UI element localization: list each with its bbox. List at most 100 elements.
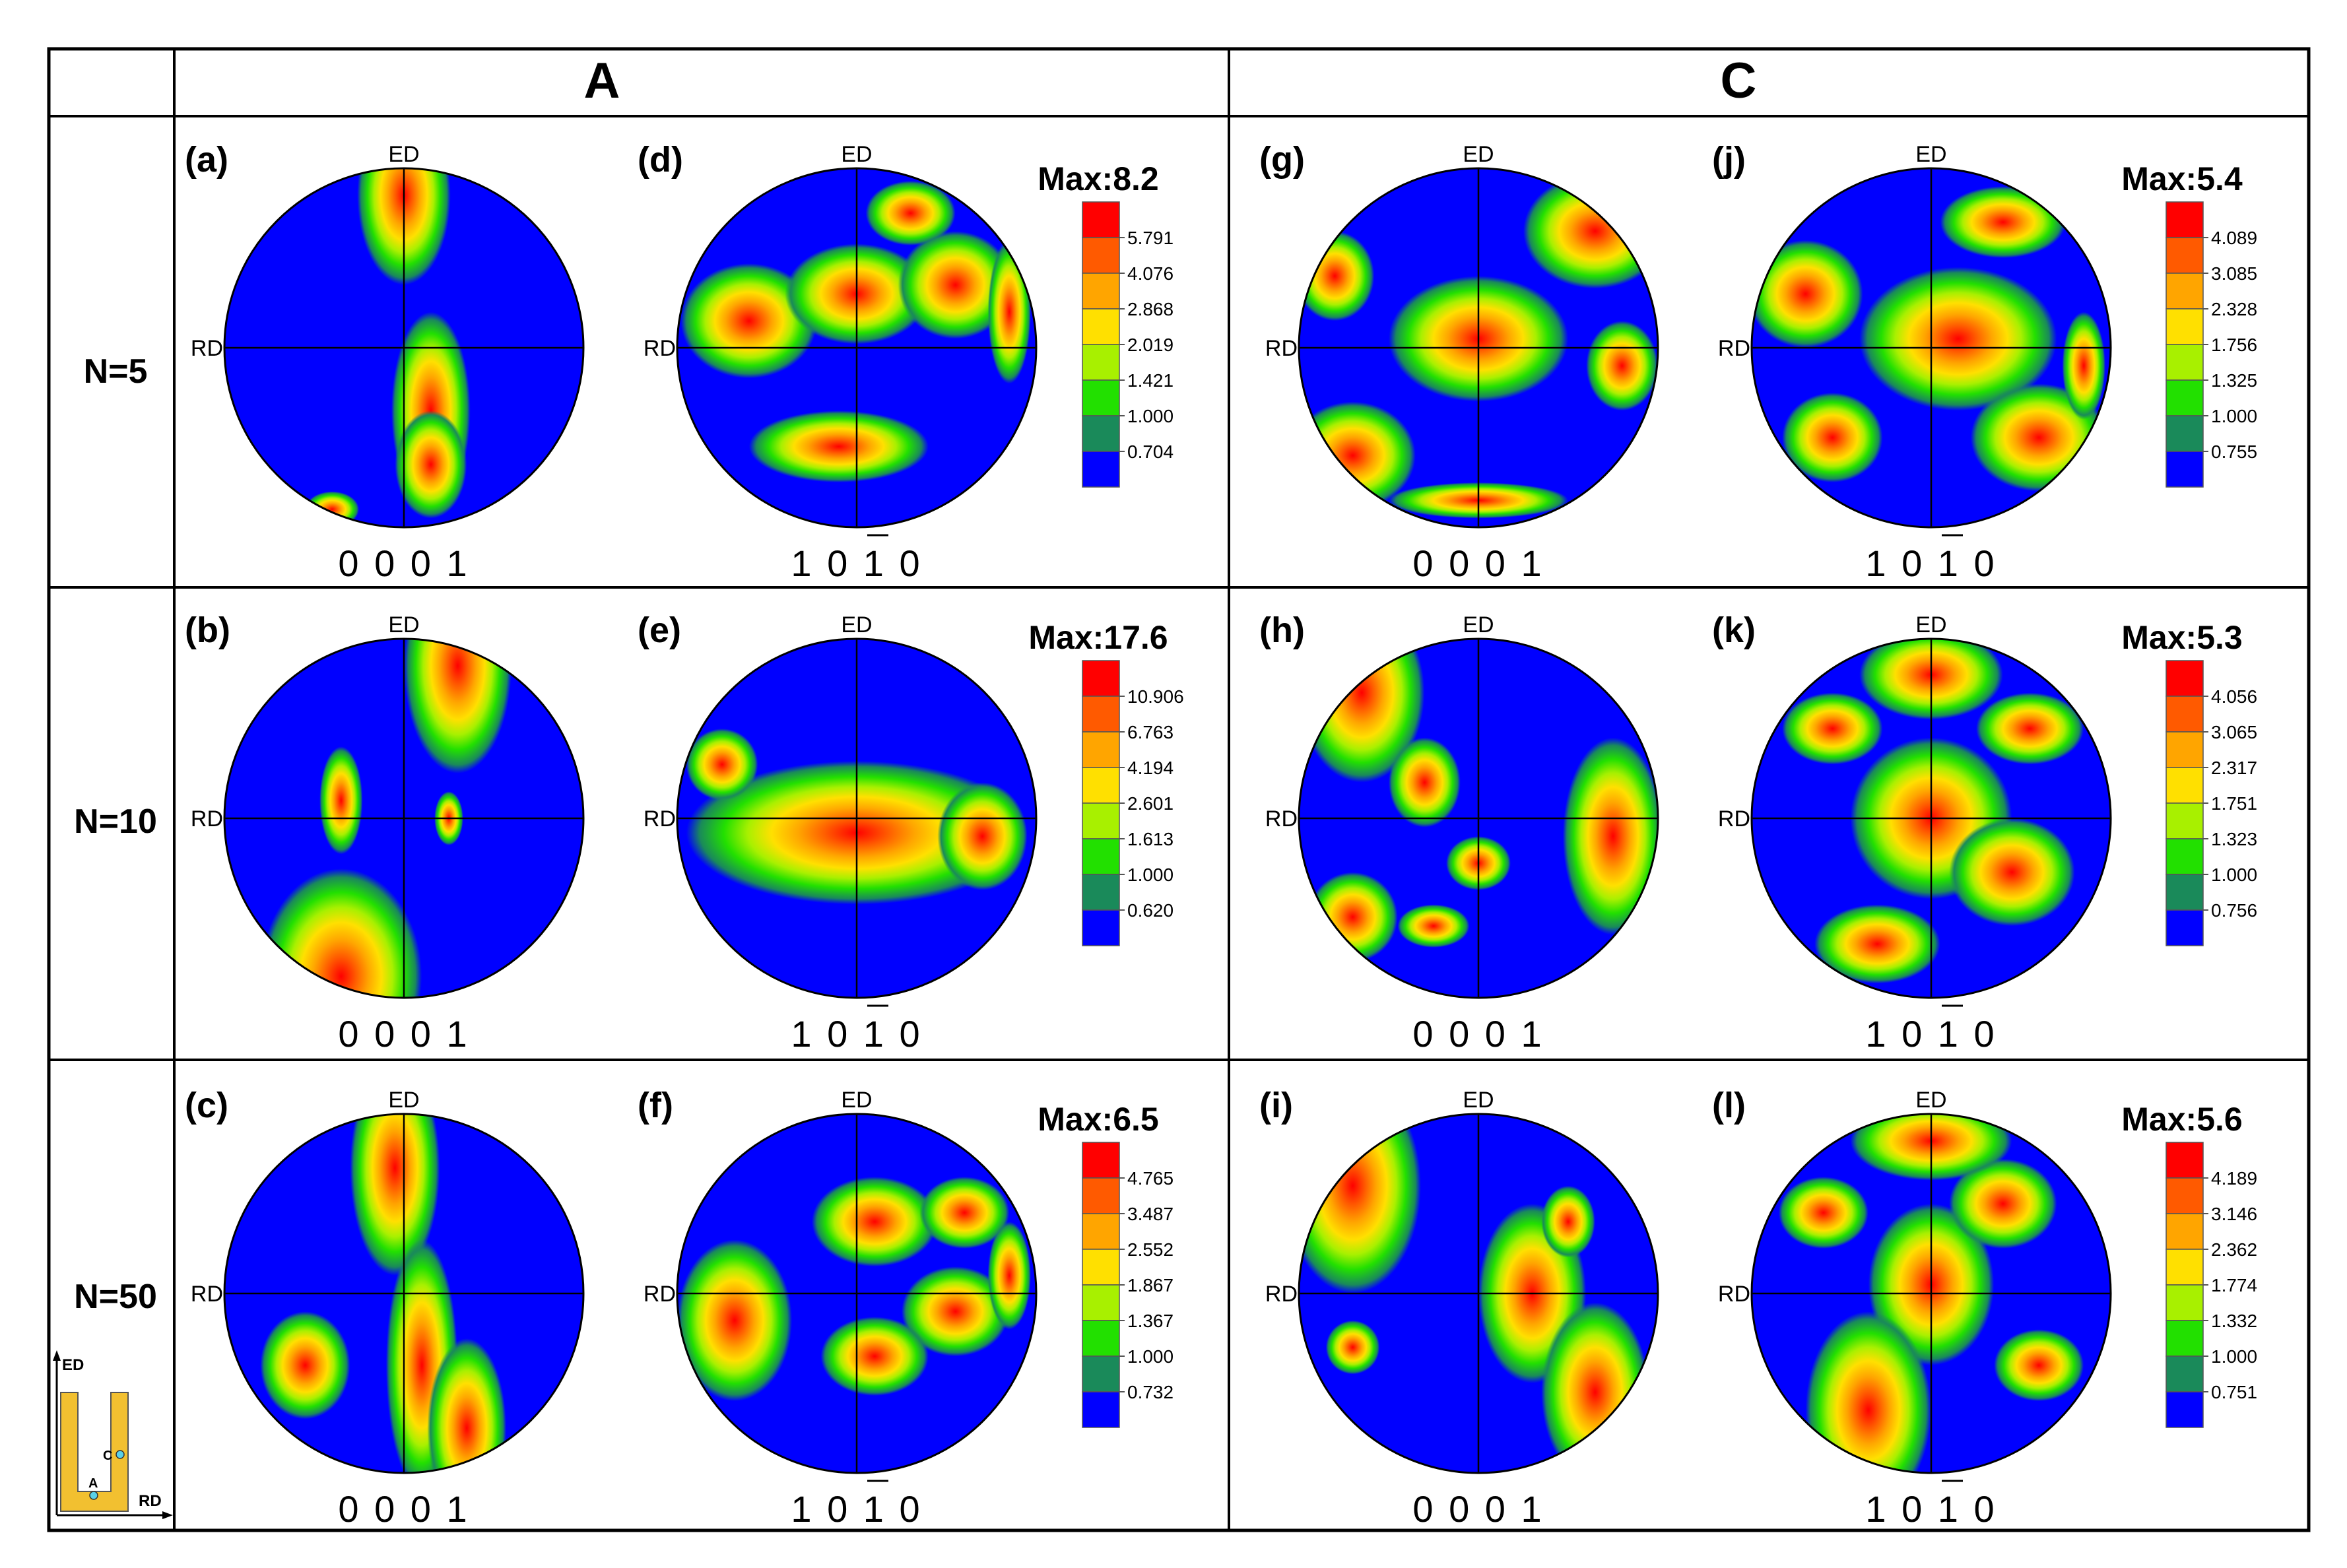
legend-max: Max:5.3	[2121, 619, 2242, 656]
intensity-blob	[812, 1177, 938, 1267]
panel-tag-g: (g)	[1259, 140, 1305, 180]
ed-label: ED	[388, 1088, 419, 1113]
legend-swatch	[2165, 379, 2204, 416]
legend-level: 3.146	[2211, 1204, 2257, 1224]
legend-swatch	[1082, 451, 1120, 488]
legend-level: 0.704	[1127, 441, 1174, 462]
legend-swatch	[1082, 909, 1120, 946]
rd-label: RD	[191, 806, 223, 832]
row-label-n50: N=50	[74, 1278, 157, 1316]
legend-level: 1.751	[2211, 793, 2257, 814]
intensity-legend: Max:17.6 10.906 6.763 4.194 2.601 1.613 1.000 0…	[1028, 619, 1184, 946]
intensity-contours	[260, 639, 512, 998]
intensity-blob	[1805, 1311, 1932, 1473]
legend-level: 0.732	[1127, 1382, 1174, 1402]
legend-swatch	[1082, 1284, 1120, 1321]
pole-label-basal: 0 0 0 1	[1412, 542, 1544, 584]
legend-level: 3.487	[1127, 1204, 1174, 1224]
ed-label: ED	[841, 612, 872, 637]
legend-level: 3.065	[2211, 722, 2257, 742]
ed-label: ED	[841, 1088, 872, 1113]
legend-level: 1.000	[1127, 406, 1174, 426]
panel-tag-f: (f)	[638, 1086, 673, 1125]
legend-level: 1.367	[1127, 1311, 1174, 1331]
panel-tag-j: (j)	[1712, 140, 1746, 180]
legend-swatch	[1082, 1177, 1120, 1214]
legend-level: 2.317	[2211, 758, 2257, 778]
intensity-legend: Max:5.4 4.089 3.085 2.328 1.756 1.325 1.000 0.7…	[2121, 160, 2257, 488]
intensity-blob	[1949, 818, 2075, 927]
sample-schematic: ED RD C A	[53, 1350, 173, 1519]
panel-tag-k: (k)	[1712, 610, 1756, 650]
pole-label-prism: 1 0 1 0	[1865, 1488, 1997, 1530]
ed-label: ED	[388, 612, 419, 637]
legend-level: 0.756	[2211, 900, 2257, 921]
legend-swatch	[1082, 308, 1120, 345]
intensity-blob	[1325, 1320, 1380, 1375]
legend-level: 6.763	[1127, 722, 1174, 742]
legend-swatch	[1082, 1213, 1120, 1250]
schematic-point-c	[116, 1450, 125, 1459]
rd-label: RD	[1718, 336, 1750, 361]
legend-swatch	[2165, 344, 2204, 381]
intensity-blob	[260, 1311, 350, 1420]
legend-swatch	[2165, 731, 2204, 768]
intensity-blob	[680, 263, 818, 379]
legend-level: 1.325	[2211, 370, 2257, 391]
legend-swatch	[2165, 874, 2204, 911]
schematic-ed-label: ED	[62, 1356, 84, 1374]
legend-level: 1.323	[2211, 829, 2257, 849]
intensity-legend: Max:5.6 4.189 3.146 2.362 1.774 1.332 1.000 0.7…	[2121, 1101, 2257, 1428]
intensity-legend: Max:5.3 4.056 3.065 2.317 1.751 1.323 1.000 0.7…	[2121, 619, 2257, 946]
intensity-blob	[820, 1317, 929, 1396]
pole-label-basal: 0 0 0 1	[338, 1013, 469, 1055]
intensity-contours	[680, 181, 1031, 482]
legend-swatch	[1082, 344, 1120, 381]
ed-label: ED	[1463, 142, 1494, 167]
intensity-blob	[395, 410, 467, 519]
intensity-blob	[1523, 174, 1658, 289]
schematic-arrow-up-icon	[53, 1350, 61, 1361]
pole-figure-d: ED RD (d) 1 0 1 0	[638, 140, 1038, 584]
legend-level: 0.751	[2211, 1382, 2257, 1402]
panel-tag-a: (a)	[185, 140, 228, 180]
pole-figure-b: ED RD (b) 0 0 0 1	[185, 610, 585, 1055]
panel-tag-b: (b)	[185, 610, 230, 650]
legend-swatch	[1082, 1142, 1120, 1179]
pole-figure-g: ED RD (g) 0 0 0 1	[1259, 140, 1659, 584]
table-grid	[47, 47, 2311, 1532]
panel-tag-d: (d)	[638, 140, 683, 180]
intensity-legend: Max:6.5 4.765 3.487 2.552 1.867 1.367 1.000 0.7…	[1038, 1101, 1174, 1428]
ed-label: ED	[841, 142, 872, 167]
panel-tag-i: (i)	[1259, 1086, 1293, 1125]
intensity-blob	[1389, 737, 1461, 828]
legend-level: 1.867	[1127, 1275, 1174, 1295]
intensity-blob	[865, 181, 956, 245]
legend-swatch	[2165, 451, 2204, 488]
pole-figure-e: ED RD (e) 1 0 1 0	[638, 610, 1038, 1055]
schematic-point-c-label: C	[103, 1449, 112, 1463]
legend-swatch	[1082, 1320, 1120, 1357]
intensity-blob	[902, 1266, 1010, 1357]
intensity-blob	[1976, 692, 2084, 765]
legend-level: 1.000	[2211, 406, 2257, 426]
pole-label-basal: 0 0 0 1	[1412, 1013, 1544, 1055]
legend-level: 1.421	[1127, 370, 1174, 391]
pole-label-prism: 1 0 1 0	[1865, 1013, 1997, 1055]
legend-level: 2.868	[1127, 299, 1174, 319]
legend-swatch	[1082, 379, 1120, 416]
intensity-blob	[319, 746, 363, 855]
intensity-blob	[1782, 393, 1883, 482]
pole-label-basal: 0 0 0 1	[338, 1488, 469, 1530]
intensity-blob	[1562, 737, 1658, 935]
legend-level: 2.601	[1127, 793, 1174, 814]
intensity-blob	[2062, 311, 2105, 420]
legend-swatch	[2165, 1177, 2204, 1214]
legend-swatch	[1082, 201, 1120, 238]
ed-label: ED	[1915, 612, 1946, 637]
pole-figure-k: ED RD (k) 1 0 1 0	[1712, 610, 2112, 1055]
legend-swatch	[2165, 273, 2204, 310]
legend-swatch	[2165, 1320, 2204, 1357]
legend-level: 4.765	[1127, 1168, 1174, 1189]
legend-swatch	[2165, 696, 2204, 733]
